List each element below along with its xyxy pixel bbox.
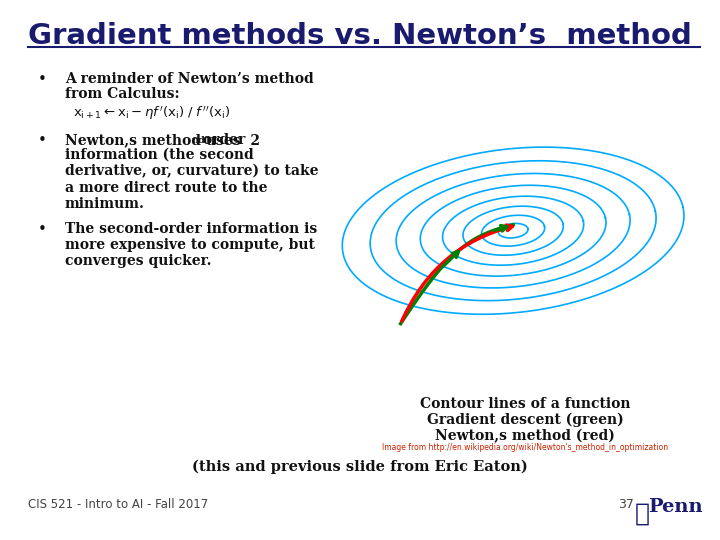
- Text: order: order: [198, 133, 246, 147]
- Text: 37: 37: [618, 498, 634, 511]
- Text: •: •: [38, 72, 47, 87]
- Text: nd: nd: [192, 136, 206, 145]
- Text: Gradient methods vs. Newton’s  method: Gradient methods vs. Newton’s method: [28, 22, 692, 50]
- Text: ℙ: ℙ: [635, 502, 650, 526]
- Text: •: •: [38, 133, 47, 148]
- Text: Gradient descent (green): Gradient descent (green): [427, 413, 624, 427]
- Text: (this and previous slide from Eric Eaton): (this and previous slide from Eric Eaton…: [192, 460, 528, 475]
- Text: $\mathrm{x_{i+1}} \leftarrow \mathrm{x_i} - \eta f\,'(\mathrm{x_i})\;/\;f\,''(\m: $\mathrm{x_{i+1}} \leftarrow \mathrm{x_i…: [73, 104, 230, 122]
- Text: CIS 521 - Intro to AI - Fall 2017: CIS 521 - Intro to AI - Fall 2017: [28, 498, 208, 511]
- Text: Newton,s method (red): Newton,s method (red): [435, 429, 615, 443]
- Text: •: •: [38, 222, 47, 237]
- Text: Newton,s method uses  2: Newton,s method uses 2: [65, 133, 260, 147]
- Text: Image from http://en.wikipedia.org/wiki/Newton's_method_in_optimization: Image from http://en.wikipedia.org/wiki/…: [382, 443, 668, 452]
- Text: information (the second
derivative, or, curvature) to take
a more direct route t: information (the second derivative, or, …: [65, 148, 318, 211]
- Text: A reminder of Newton’s method: A reminder of Newton’s method: [65, 72, 314, 86]
- Text: from Calculus:: from Calculus:: [65, 87, 179, 101]
- Text: Penn: Penn: [648, 498, 703, 516]
- Text: Contour lines of a function: Contour lines of a function: [420, 397, 630, 411]
- Text: The second-order information is
more expensive to compute, but
converges quicker: The second-order information is more exp…: [65, 222, 318, 268]
